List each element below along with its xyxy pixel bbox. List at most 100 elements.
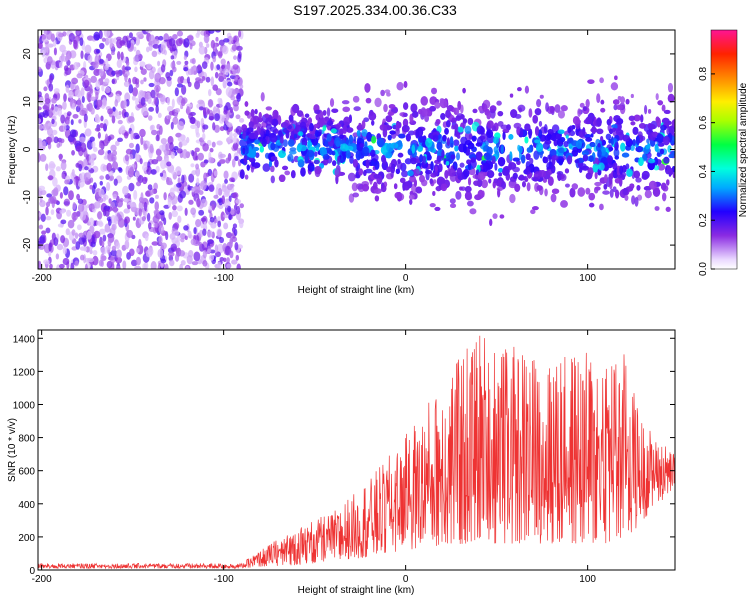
spectrogram-blob	[95, 91, 99, 100]
spectrogram-blob	[434, 206, 441, 211]
spectrogram-blob	[66, 209, 72, 217]
spectrogram-blob	[231, 259, 238, 265]
spectrogram-blob	[170, 55, 175, 60]
spectrogram-blob	[215, 36, 219, 42]
spectrogram-blob	[667, 82, 673, 93]
spectrogram-blob	[176, 96, 183, 104]
spectrogram-blob	[588, 155, 594, 162]
spectrogram-blob	[43, 57, 49, 64]
spectrogram-blob	[140, 192, 144, 202]
spectrogram-blob	[517, 104, 526, 112]
spectrogram-blob	[177, 121, 185, 131]
spectrogram-blob	[76, 30, 81, 35]
chart-title: S197.2025.334.00.36.C33	[293, 2, 457, 18]
spectrogram-blob	[456, 107, 460, 115]
y-tick-label: 600	[18, 467, 35, 478]
spectrogram-blob	[136, 31, 144, 38]
spectrogram-blob	[113, 205, 118, 213]
spectrogram-blob	[380, 89, 385, 97]
spectrogram-blob	[372, 181, 378, 190]
spectrogram-blob	[76, 73, 83, 79]
spectrogram-blob	[64, 67, 72, 76]
spectrogram-blob	[416, 127, 424, 138]
spectrogram-blob	[497, 120, 504, 127]
spectrogram-blob	[260, 92, 265, 102]
spectrogram-blob	[128, 84, 134, 94]
spectrogram-blob	[644, 104, 648, 115]
spectrogram-blob	[68, 32, 76, 43]
spectrogram-blob	[99, 58, 104, 65]
spectrogram-blob	[93, 182, 97, 190]
spectrogram-blob	[594, 171, 598, 180]
spectrogram-blob	[660, 182, 667, 191]
spectrogram-blob	[148, 70, 155, 80]
spectrogram-blob	[431, 87, 438, 95]
spectrogram-blob	[456, 152, 461, 161]
spectrogram-blob	[558, 159, 563, 166]
spectrogram-blob	[501, 181, 506, 190]
spectrogram-blob	[456, 126, 464, 133]
spectrogram-blob	[663, 156, 670, 164]
spectrogram-blob	[235, 114, 241, 120]
spectrogram-blob	[459, 162, 465, 168]
spectrogram-blob	[174, 112, 178, 119]
spectrogram-blob	[140, 68, 147, 75]
spectrogram-blob	[361, 183, 370, 192]
spectrogram-blob	[268, 160, 273, 168]
spectrogram-blob	[600, 146, 607, 156]
spectrogram-blob	[235, 254, 240, 261]
spectrogram-blob	[657, 142, 665, 147]
spectrogram-blob	[604, 174, 608, 184]
spectrogram-blob	[83, 79, 90, 87]
spectrogram-blob	[138, 208, 142, 217]
spectrogram-blob	[662, 192, 667, 202]
spectrogram-blob	[274, 159, 279, 168]
spectrogram-blob	[95, 48, 101, 54]
spectrogram-blob	[47, 56, 53, 65]
spectrogram-blob	[307, 117, 312, 125]
spectrogram-blob	[53, 187, 59, 197]
spectrogram-blob	[411, 144, 416, 154]
spectrogram-blob	[101, 240, 105, 247]
spectrogram-blob	[198, 241, 203, 247]
spectrogram-blob	[232, 99, 240, 107]
spectrogram-blob	[334, 167, 341, 178]
spectrogram-blob	[408, 194, 415, 200]
spectrogram-blob	[71, 169, 75, 177]
spectrogram-blob	[192, 151, 198, 161]
spectrogram-blob	[185, 190, 190, 196]
spectrogram-blob	[99, 42, 105, 50]
spectrogram-blob	[191, 261, 199, 266]
spectrogram-blob	[218, 204, 224, 210]
spectrogram-blob	[118, 167, 123, 173]
spectrogram-blob	[89, 96, 97, 102]
spectrogram-blob	[576, 119, 581, 124]
spectrogram-blob	[383, 103, 388, 113]
spectrogram-blob	[64, 179, 70, 185]
spectrogram-blob	[225, 116, 229, 126]
spectrogram-blob	[288, 150, 297, 155]
spectrogram-blob	[648, 109, 652, 114]
spectrogram-blob	[435, 119, 441, 125]
spectrogram-blob	[253, 162, 261, 169]
spectrogram-blob	[90, 241, 96, 248]
spectrogram-blob	[557, 147, 565, 154]
spectrogram-blob	[45, 206, 49, 216]
spectrogram-blob	[590, 142, 596, 148]
spectrogram-blob	[402, 118, 409, 127]
spectrogram-blob	[409, 113, 414, 124]
spectrogram-blob	[62, 257, 70, 266]
spectrogram-blob	[107, 238, 112, 247]
spectrogram-blob	[297, 159, 305, 168]
spectrogram-blob	[605, 133, 612, 140]
spectrogram-blob	[488, 178, 492, 184]
spectrogram-blob	[647, 161, 655, 171]
spectrogram-blob	[246, 164, 250, 171]
spectrogram-blob	[631, 195, 636, 205]
spectrogram-blob	[290, 170, 296, 179]
spectrogram-blob	[309, 134, 317, 140]
spectrogram-blob	[205, 76, 211, 83]
spectrogram-blob	[63, 124, 67, 133]
spectrogram-blob	[49, 263, 53, 269]
spectrogram-blob	[239, 169, 245, 180]
